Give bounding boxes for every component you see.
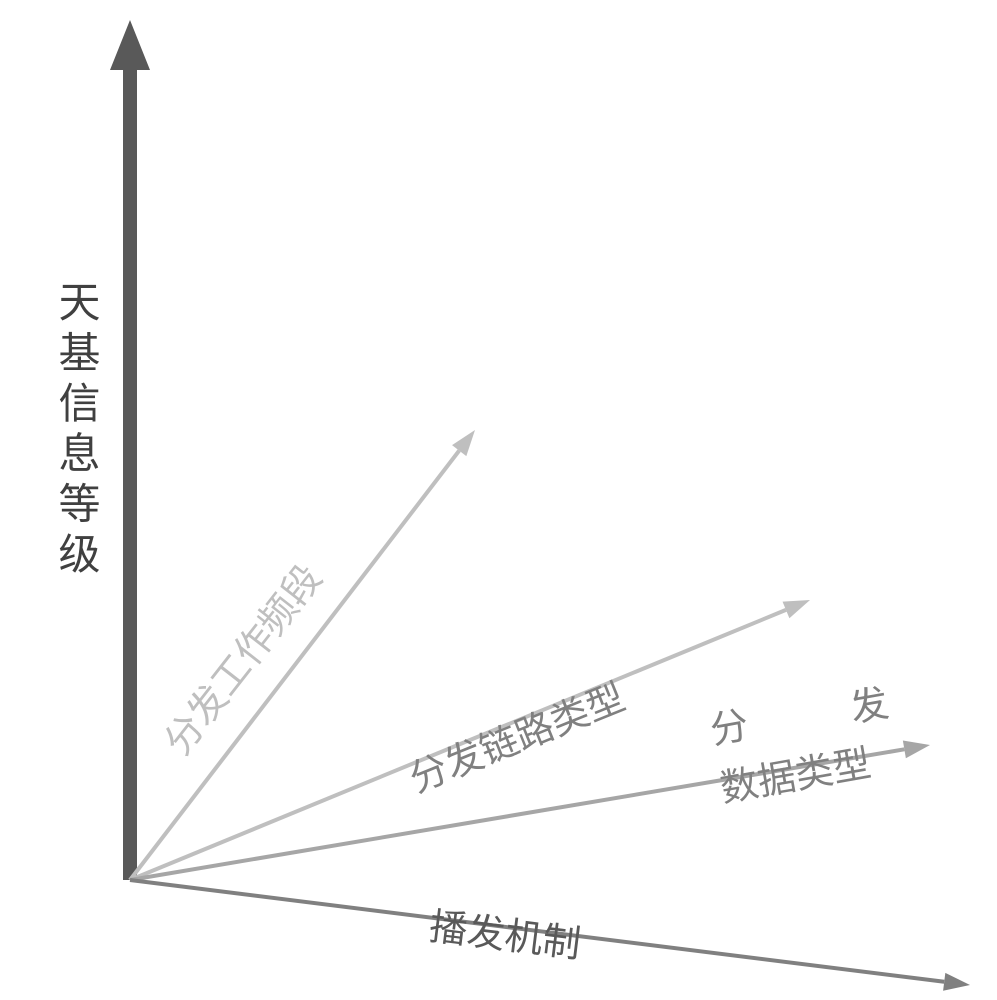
arrow-head-data-type [903,740,930,758]
arrow-head-broadcast [943,973,970,991]
arrow-head-vertical-main [110,20,150,70]
arrows-canvas [0,0,997,1000]
arrow-head-link-type [783,600,810,618]
axis-label-vertical-main: 天基信息等级 [45,280,106,582]
arrow-shaft-freq-band [130,451,459,880]
